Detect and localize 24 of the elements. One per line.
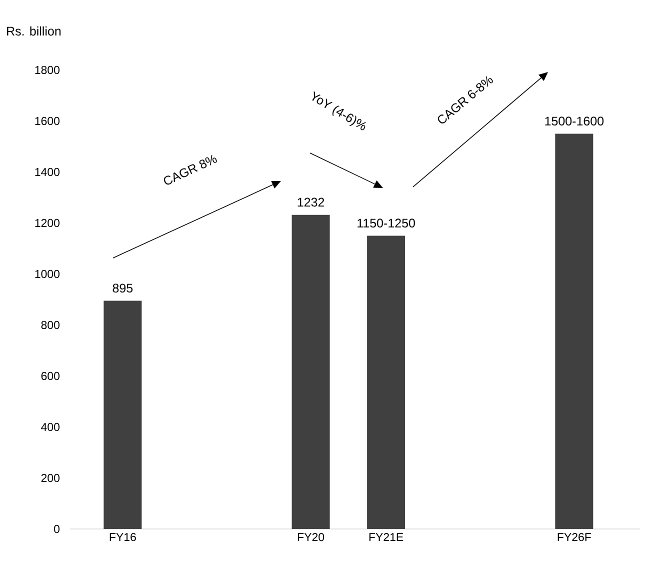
y-tick-label: 1800 [35,66,60,74]
data-label: 1150-1250 [358,218,415,228]
y-tick-label: 200 [41,474,60,482]
x-tick-label: FY20 [298,533,324,542]
y-axis-title: Rs. billion [7,26,61,36]
bar [104,300,142,529]
y-tick-label: 1400 [35,168,60,176]
y-tick-label: 1600 [35,116,60,126]
data-label: 1500-1600 [545,116,604,126]
y-tick-label: 800 [41,320,60,330]
bar [555,134,594,529]
annotation: CAGR 8% [164,154,217,185]
x-tick-label: FY16 [110,533,136,542]
bar [292,214,330,529]
data-label: 895 [112,284,133,293]
x-tick-label: FY21E [369,533,404,542]
x-tick-label: FY26F [558,533,591,542]
y-tick-label: 600 [41,372,60,380]
data-label: 1232 [298,198,324,207]
y-tick-label: 400 [41,422,60,432]
y-tick-label: 0 [54,524,60,534]
bar [367,236,406,529]
y-tick-label: 1200 [35,218,60,228]
y-tick-label: 1000 [35,270,60,278]
